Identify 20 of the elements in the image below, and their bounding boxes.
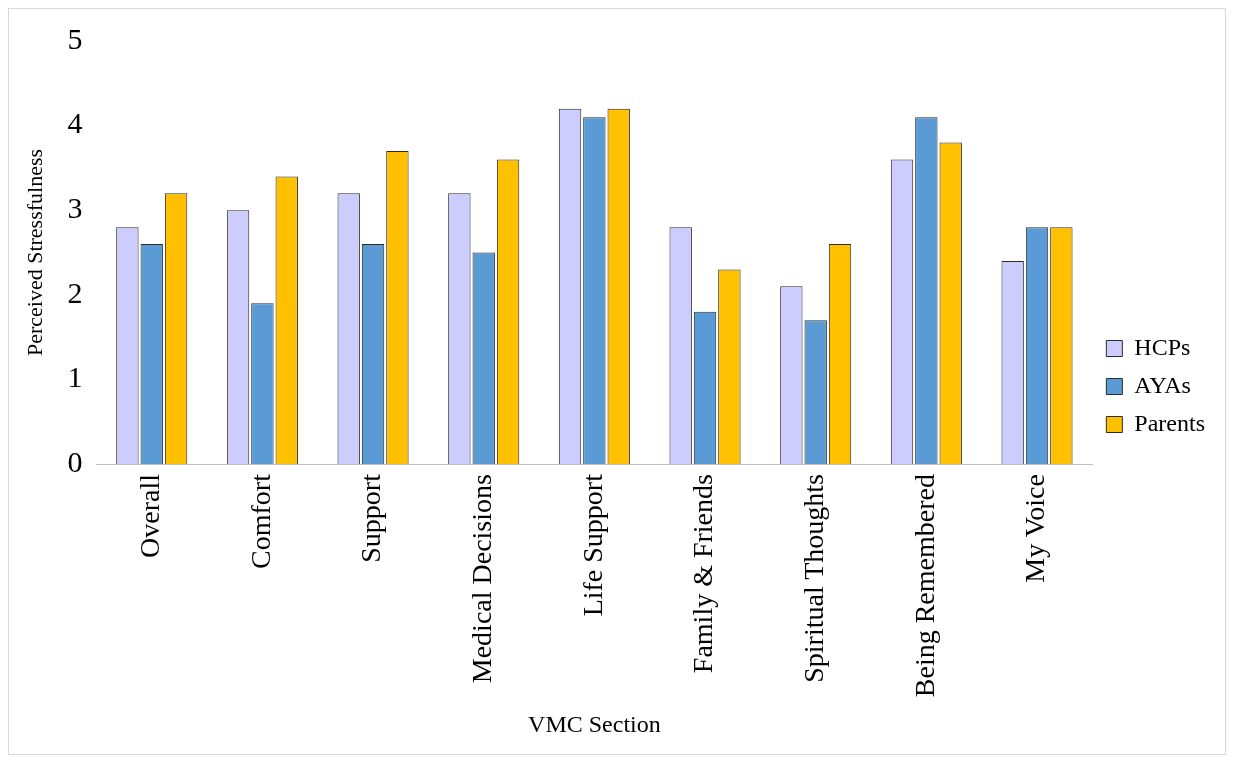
x-tick-label: Medical Decisions bbox=[466, 474, 498, 684]
legend-label: Parents bbox=[1134, 409, 1205, 436]
y-axis-title: Perceived Stressfulness bbox=[21, 148, 47, 357]
x-tick-label: Life Support bbox=[576, 473, 608, 617]
y-tick-label: 0 bbox=[67, 444, 83, 478]
y-tick-label: 1 bbox=[67, 360, 83, 394]
x-tick-label: Family & Friends bbox=[687, 474, 719, 674]
legend-label: HCPs bbox=[1134, 333, 1191, 360]
x-axis-title: VMC Section bbox=[528, 710, 661, 737]
x-tick-label: Spiritual Thoughts bbox=[798, 474, 830, 683]
x-tick-label: My Voice bbox=[1019, 474, 1051, 583]
x-tick-label: Support bbox=[355, 473, 387, 563]
y-tick-label: 2 bbox=[67, 275, 83, 309]
y-tick-label: 4 bbox=[67, 106, 83, 140]
x-tick-label: Being Remembered bbox=[908, 474, 940, 698]
legend-label: AYAs bbox=[1134, 371, 1191, 398]
x-tick-label: Comfort bbox=[244, 473, 276, 569]
y-tick-label: 5 bbox=[67, 21, 83, 55]
x-tick-label: Overall bbox=[134, 473, 166, 559]
y-tick-label: 3 bbox=[67, 191, 83, 225]
